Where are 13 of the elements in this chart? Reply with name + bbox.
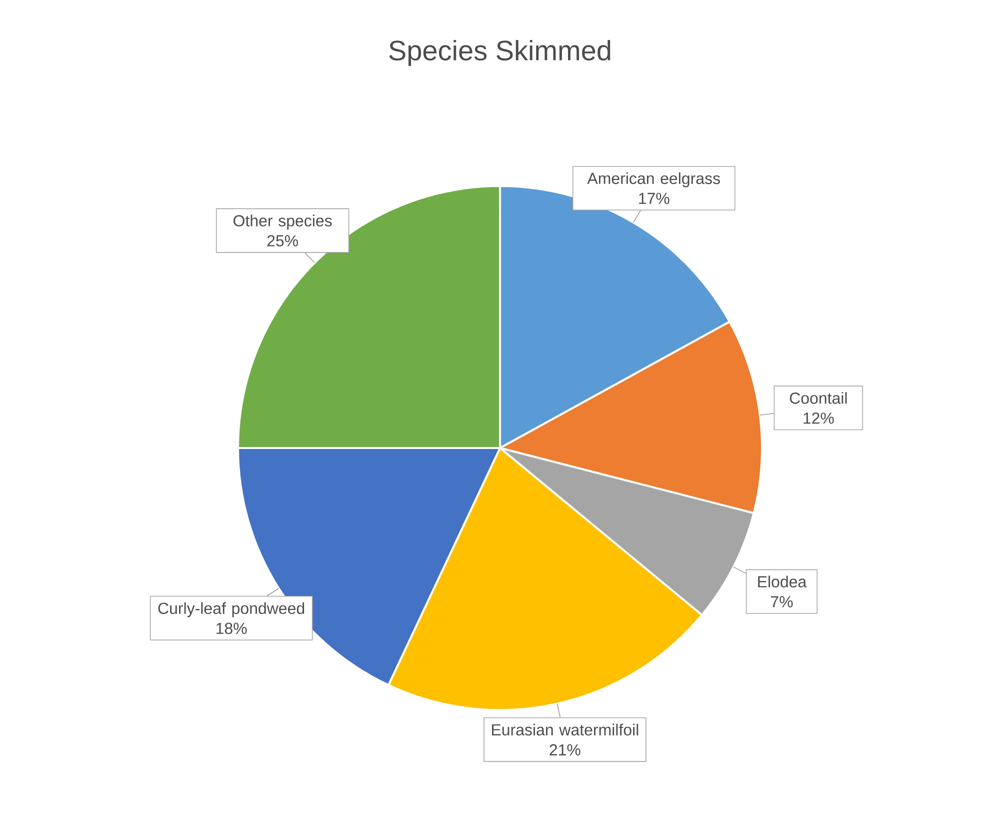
data-label: 17%: [639, 192, 670, 204]
slice-label: Eurasian watermilfoil: [492, 724, 638, 736]
data-label: 21%: [550, 744, 580, 756]
slice-label: Coontail: [790, 392, 847, 404]
data-label: 25%: [267, 235, 298, 246]
chart-title: Species Skimmed: [389, 40, 610, 66]
data-label: 12%: [804, 412, 834, 424]
slice-label: Elodea: [758, 576, 807, 588]
slice-label: American eelgrass: [587, 172, 720, 188]
slice-label: Curly-leaf pondweed: [158, 602, 304, 618]
data-label: 18%: [216, 622, 247, 634]
slice-label: Other species: [234, 214, 332, 230]
data-label: 7%: [770, 596, 793, 608]
